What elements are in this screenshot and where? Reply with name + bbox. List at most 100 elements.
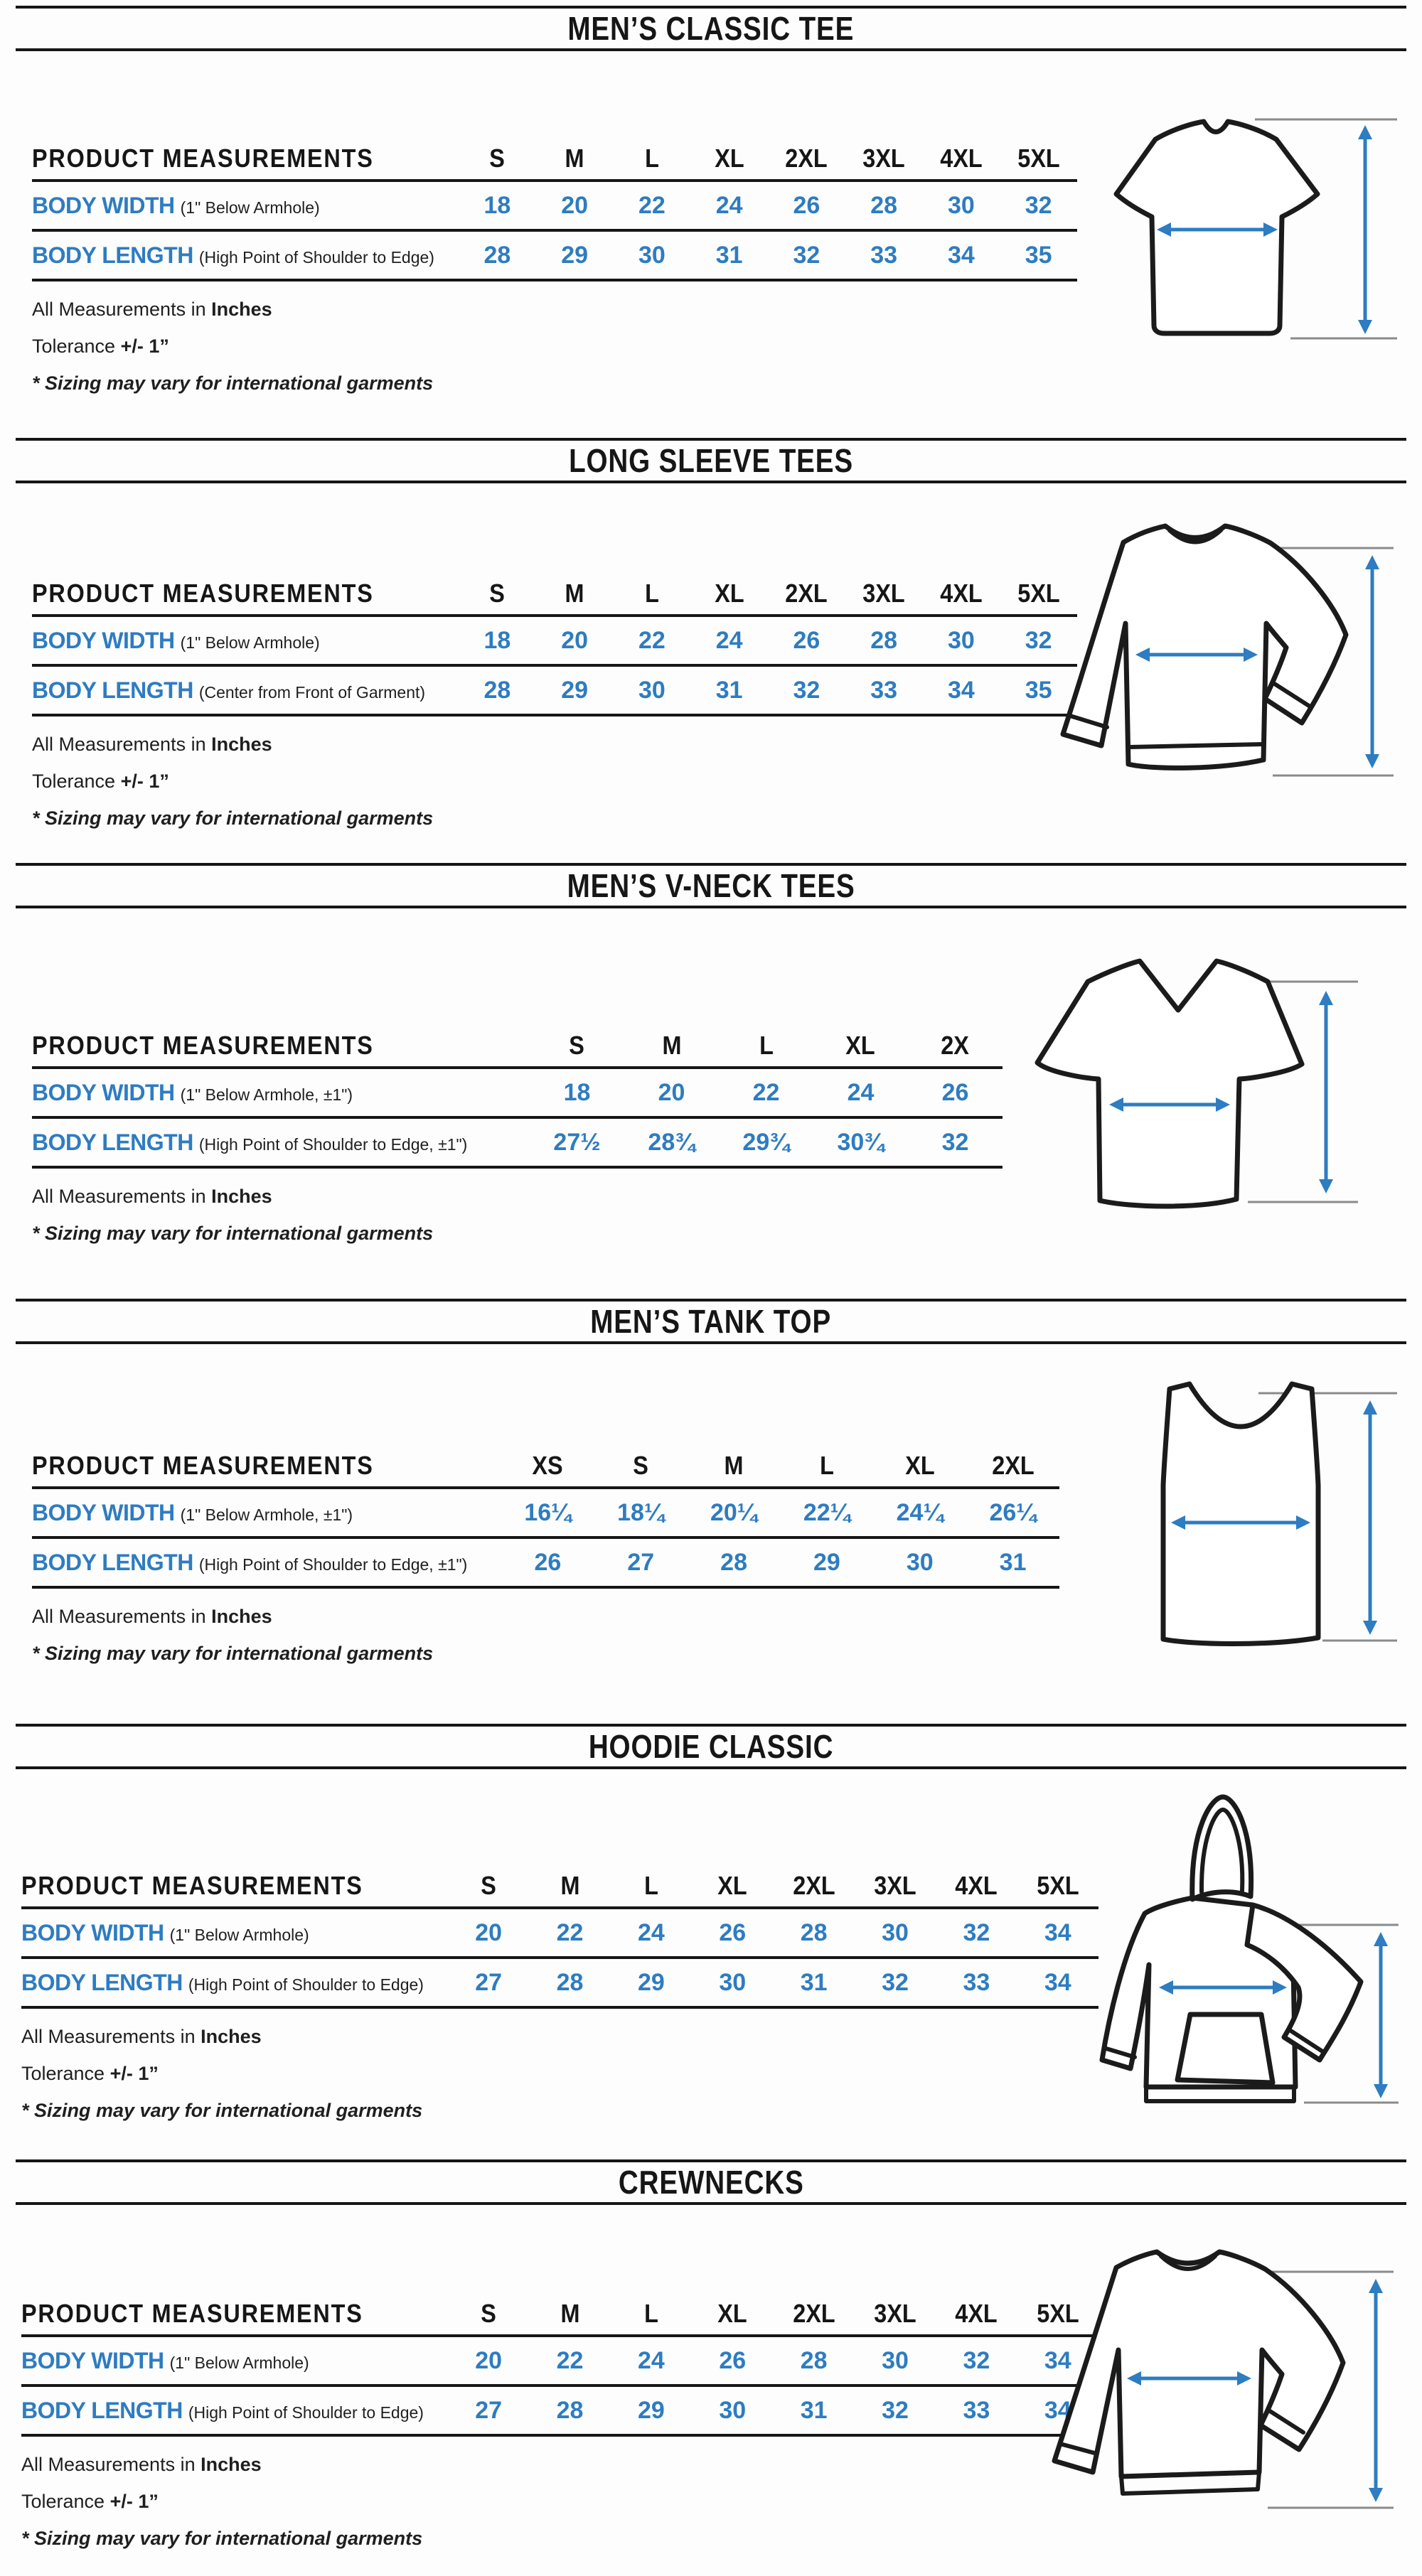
product-measurements-label: PRODUCT MEASUREMENTS	[21, 2299, 363, 2328]
body-length-row: BODY LENGTH (High Point of Shoulder to Ed…	[21, 2387, 1098, 2437]
measurement-value: 22¼	[803, 1498, 850, 1526]
crewneck-diagram	[999, 2231, 1404, 2533]
table-header-row: PRODUCT MEASUREMENTS S M L XL 2X	[32, 1022, 1003, 1069]
size-column-header: L	[644, 144, 659, 173]
section-header-band: MEN’S V-NECK TEES	[16, 863, 1406, 908]
measurement-value: 28	[870, 191, 898, 219]
size-column-header: XL	[714, 144, 744, 173]
tee-outline	[1113, 119, 1320, 336]
measurement-value: 33	[963, 2396, 990, 2424]
measurement-value: 34	[1044, 1968, 1071, 1996]
note-line: All Measurements in Inches	[32, 1606, 272, 1627]
product-measurements-label: PRODUCT MEASUREMENTS	[32, 1451, 374, 1480]
size-column-header: S	[569, 1031, 585, 1060]
body-width-row: BODY WIDTH (1" Below Armhole, ±1") 18 20 22…	[32, 1069, 1003, 1119]
long-sleeve-illustration	[1060, 523, 1394, 777]
measurement-value: 29	[561, 241, 589, 269]
notes: All Measurements in Inches * Sizing may v…	[32, 1186, 1422, 1244]
measurement-value: 29	[561, 676, 589, 704]
measurement-value: 30	[947, 191, 975, 219]
crewneck-outline	[1052, 2249, 1346, 2479]
table-header-row: PRODUCT MEASUREMENTS S M L XL 2XL 3XL 4XL 5XL	[21, 2290, 1098, 2337]
measurement-value: 31	[715, 676, 743, 704]
table-header-row: PRODUCT MEASUREMENTS S M L XL 2XL 3XL 4XL 5XL	[21, 1862, 1098, 1909]
measurement-value: 18	[563, 1078, 591, 1106]
size-column-header: XL	[717, 1871, 748, 1900]
measurement-value: 24	[638, 1918, 665, 1946]
row-label: BODY WIDTH	[32, 1079, 175, 1105]
long-sleeve-tee-diagram	[1013, 505, 1401, 804]
length-arrow	[1374, 1932, 1388, 2098]
measurement-value: 32	[882, 1968, 909, 1996]
right-cuff-line	[1271, 681, 1311, 708]
measurement-value: 28	[556, 1968, 584, 1996]
size-column-header: L	[820, 1451, 834, 1480]
measurement-value: 28	[556, 2396, 584, 2424]
size-column-header: 2XL	[785, 579, 828, 608]
size-column-header: 4XL	[955, 2299, 998, 2328]
measurement-value: 29	[813, 1548, 840, 1576]
measurement-value: 20¼	[710, 1498, 758, 1526]
measurements-table: PRODUCT MEASUREMENTS S M L XL 2XL 3XL 4XL 5XL B…	[21, 1862, 1098, 2009]
measurement-value: 28	[720, 1548, 747, 1576]
size-column-header: M	[662, 1031, 681, 1060]
size-column-header: 2X	[941, 1031, 970, 1060]
row-label: BODY LENGTH	[32, 242, 193, 268]
hem-line	[1128, 742, 1264, 749]
measurement-value: 16¼	[524, 1498, 572, 1526]
measurement-value: 34	[1044, 2346, 1071, 2374]
note-line: * Sizing may vary for international garm…	[21, 2100, 423, 2121]
measurement-value: 22	[556, 1918, 584, 1946]
row-note: (1" Below Armhole)	[180, 633, 320, 652]
hood-outline	[1190, 1794, 1254, 1902]
section-title: MEN’S V-NECK TEES	[567, 867, 855, 904]
section-header-band: HOODIE CLASSIC	[16, 1724, 1406, 1769]
section-title: LONG SLEEVE TEES	[569, 442, 853, 479]
measurement-value: 30	[719, 1968, 747, 1996]
size-column-header: S	[489, 579, 506, 608]
row-label: BODY WIDTH	[32, 627, 175, 653]
collar-line	[1159, 2254, 1217, 2271]
size-column-header: 4XL	[955, 1871, 998, 1900]
width-arrow	[1171, 1515, 1310, 1530]
note-line: All Measurements in Inches	[32, 734, 272, 755]
body-width-row: BODY WIDTH (1" Below Armhole) 20 22 24 26 28 3…	[21, 1909, 1098, 1959]
measurement-value: 31	[800, 2396, 828, 2424]
size-column-header: 5XL	[1017, 144, 1060, 173]
note-line: All Measurements in Inches	[32, 1186, 272, 1207]
body-width-row: BODY WIDTH (1" Below Armhole, ±1") 16¼ 18¼…	[32, 1489, 1059, 1539]
measurements-table: PRODUCT MEASUREMENTS S M L XL 2X BODY WIDTH (…	[32, 1022, 1003, 1169]
measurements-table: PRODUCT MEASUREMENTS S M L XL 2XL 3XL 4XL 5XL B…	[32, 135, 1077, 281]
section-header-band: CREWNECKS	[16, 2159, 1406, 2205]
row-note: (1" Below Armhole, ±1")	[180, 1085, 353, 1104]
measurement-value: 28	[483, 676, 511, 704]
size-column-header: 2XL	[785, 144, 828, 173]
table-header-row: PRODUCT MEASUREMENTS XS S M L XL 2XL	[32, 1442, 1059, 1489]
measurement-value: 26¼	[989, 1498, 1037, 1526]
size-column-header: L	[644, 1871, 658, 1900]
table-header-row: PRODUCT MEASUREMENTS S M L XL 2XL 3XL 4XL 5XL	[32, 135, 1077, 182]
left-cuff-line	[1068, 714, 1109, 729]
measurement-value: 20	[658, 1078, 685, 1106]
length-arrow	[1369, 2279, 1383, 2502]
length-arrow	[1363, 1400, 1377, 1635]
size-column-header: 2XL	[792, 1871, 835, 1900]
note-line: * Sizing may vary for international garm…	[32, 1643, 434, 1664]
measurement-value: 28	[870, 626, 898, 654]
row-note: (Center from Front of Garment)	[198, 682, 426, 702]
measurement-value: 26	[793, 191, 820, 219]
measurement-value: 32	[1025, 626, 1052, 654]
section-title: MEN’S TANK TOP	[590, 1303, 832, 1340]
width-arrow	[1127, 2371, 1251, 2386]
row-note: (High Point of Shoulder to Edge)	[188, 2403, 424, 2422]
size-column-header: S	[481, 1871, 496, 1900]
row-label: BODY WIDTH	[32, 1499, 175, 1525]
body-width-row: BODY WIDTH (1" Below Armhole) 20 22 24 26 28 3…	[21, 2337, 1098, 2387]
measurement-value: 20	[561, 191, 589, 219]
notes: All Measurements in Inches * Sizing may v…	[32, 1606, 1422, 1664]
row-note: (1" Below Armhole)	[169, 2353, 309, 2372]
measurement-value: 22	[752, 1078, 780, 1106]
size-column-header: 2XL	[991, 1451, 1035, 1480]
row-label: BODY WIDTH	[32, 192, 175, 218]
notes: All Measurements in Inches Tolerance +/- …	[21, 2026, 1422, 2121]
